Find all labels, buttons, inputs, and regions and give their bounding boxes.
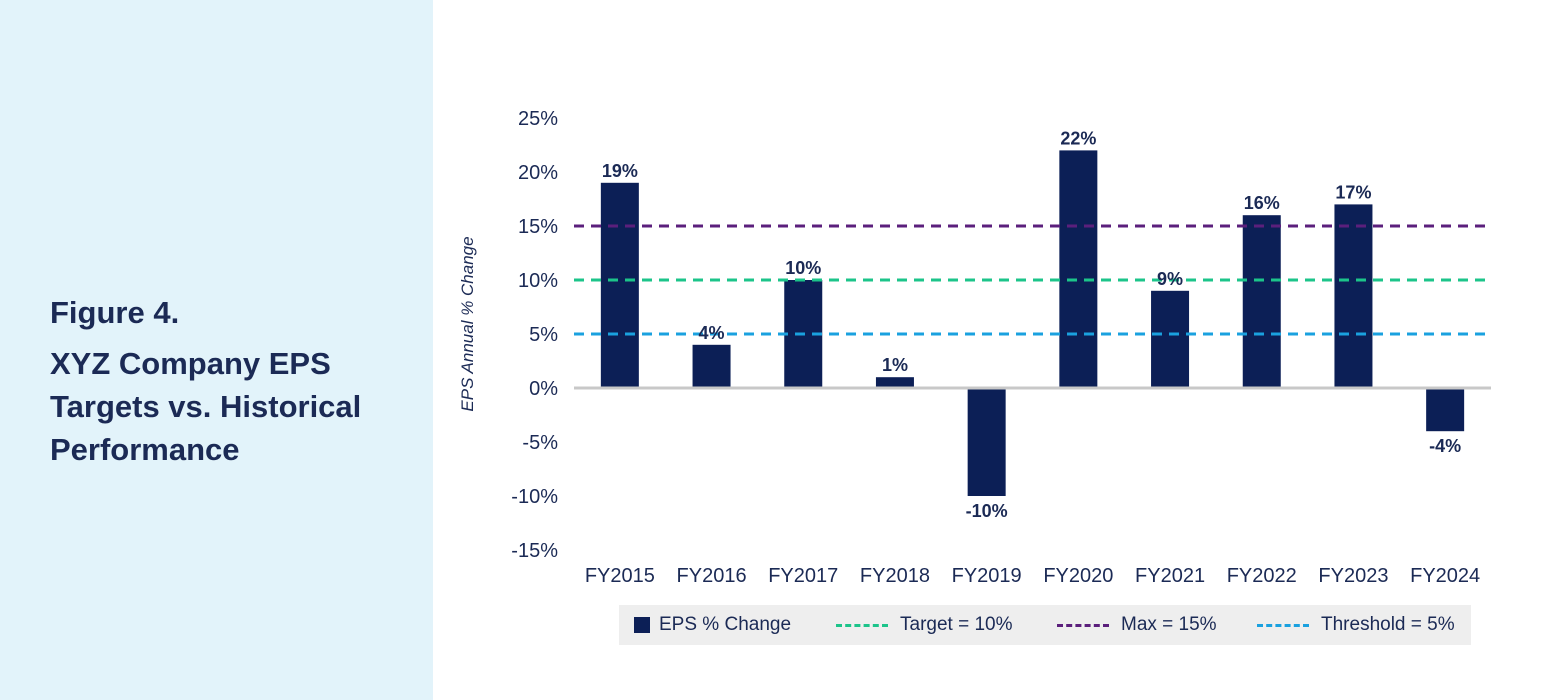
- legend-item-max: Max = 15%: [1057, 605, 1217, 645]
- y-tick-label: 10%: [518, 270, 558, 292]
- legend-swatch-eps-change: [634, 617, 650, 633]
- legend-swatch-max: [1057, 623, 1109, 627]
- bar-value-label: 9%: [1157, 269, 1183, 289]
- bar-value-label: -4%: [1429, 436, 1461, 456]
- x-tick-label: FY2024: [1410, 565, 1480, 587]
- bar-fy2016: [692, 344, 731, 388]
- chart-legend: EPS % Change Target = 10% Max = 15% Thre…: [619, 605, 1471, 645]
- eps-bar-chart: EPS Annual % Change 25% 20% 15% 10% 5% 0% -5% -1…: [458, 108, 1491, 587]
- bar-value-label: -10%: [966, 501, 1008, 521]
- bar-fy2024: [1426, 388, 1465, 432]
- figure-label: Figure 4.: [50, 295, 180, 330]
- bar-fy2019: [967, 388, 1006, 496]
- legend-swatch-target: [836, 623, 888, 627]
- legend-label-eps-change: EPS % Change: [659, 614, 792, 635]
- bar-value-label: 16%: [1244, 193, 1280, 213]
- legend-item-threshold: Threshold = 5%: [1257, 605, 1455, 645]
- figure-title: XYZ Company EPS Targets vs. Historical P…: [50, 346, 362, 467]
- y-tick-label: 5%: [529, 324, 558, 346]
- y-tick-label: -15%: [511, 540, 558, 562]
- bar-fy2020: [1059, 150, 1098, 388]
- x-tick-label: FY2018: [860, 565, 930, 587]
- legend-item-target: Target = 10%: [836, 605, 1013, 645]
- bar-value-label: 1%: [882, 355, 908, 375]
- legend-swatch-threshold: [1257, 623, 1309, 627]
- y-tick-label: 25%: [518, 108, 558, 130]
- y-tick-label: -5%: [522, 432, 558, 454]
- x-tick-label: FY2015: [585, 565, 655, 587]
- x-tick-label: FY2017: [768, 565, 838, 587]
- y-axis-title: EPS Annual % Change: [458, 236, 477, 411]
- legend-label-target: Target = 10%: [900, 614, 1013, 635]
- bar-fy2015: [600, 182, 639, 388]
- bar-fy2021: [1151, 290, 1190, 388]
- x-tick-label: FY2019: [952, 565, 1022, 587]
- y-tick-label: 15%: [518, 216, 558, 238]
- x-tick-label: FY2023: [1318, 565, 1388, 587]
- bar-value-label: 17%: [1335, 182, 1371, 202]
- bar-fy2022: [1242, 215, 1281, 388]
- x-tick-label: FY2020: [1043, 565, 1113, 587]
- bar-value-label: 10%: [785, 258, 821, 278]
- bar-value-label: 22%: [1060, 128, 1096, 148]
- legend-label-threshold: Threshold = 5%: [1321, 614, 1455, 635]
- bar-fy2023: [1334, 204, 1373, 388]
- bar-fy2018: [875, 377, 914, 388]
- y-tick-label: 20%: [518, 162, 558, 184]
- legend-label-max: Max = 15%: [1121, 614, 1217, 635]
- bar-value-label: 4%: [699, 323, 725, 343]
- x-tick-label: FY2016: [677, 565, 747, 587]
- x-tick-label: FY2021: [1135, 565, 1205, 587]
- y-tick-label: 0%: [529, 378, 558, 400]
- title-panel: Figure 4. XYZ Company EPS Targets vs. Hi…: [0, 0, 433, 700]
- bar-value-label: 19%: [602, 161, 638, 181]
- y-tick-label: -10%: [511, 486, 558, 508]
- legend-item-eps-change: EPS % Change: [634, 605, 791, 645]
- x-tick-label: FY2022: [1227, 565, 1297, 587]
